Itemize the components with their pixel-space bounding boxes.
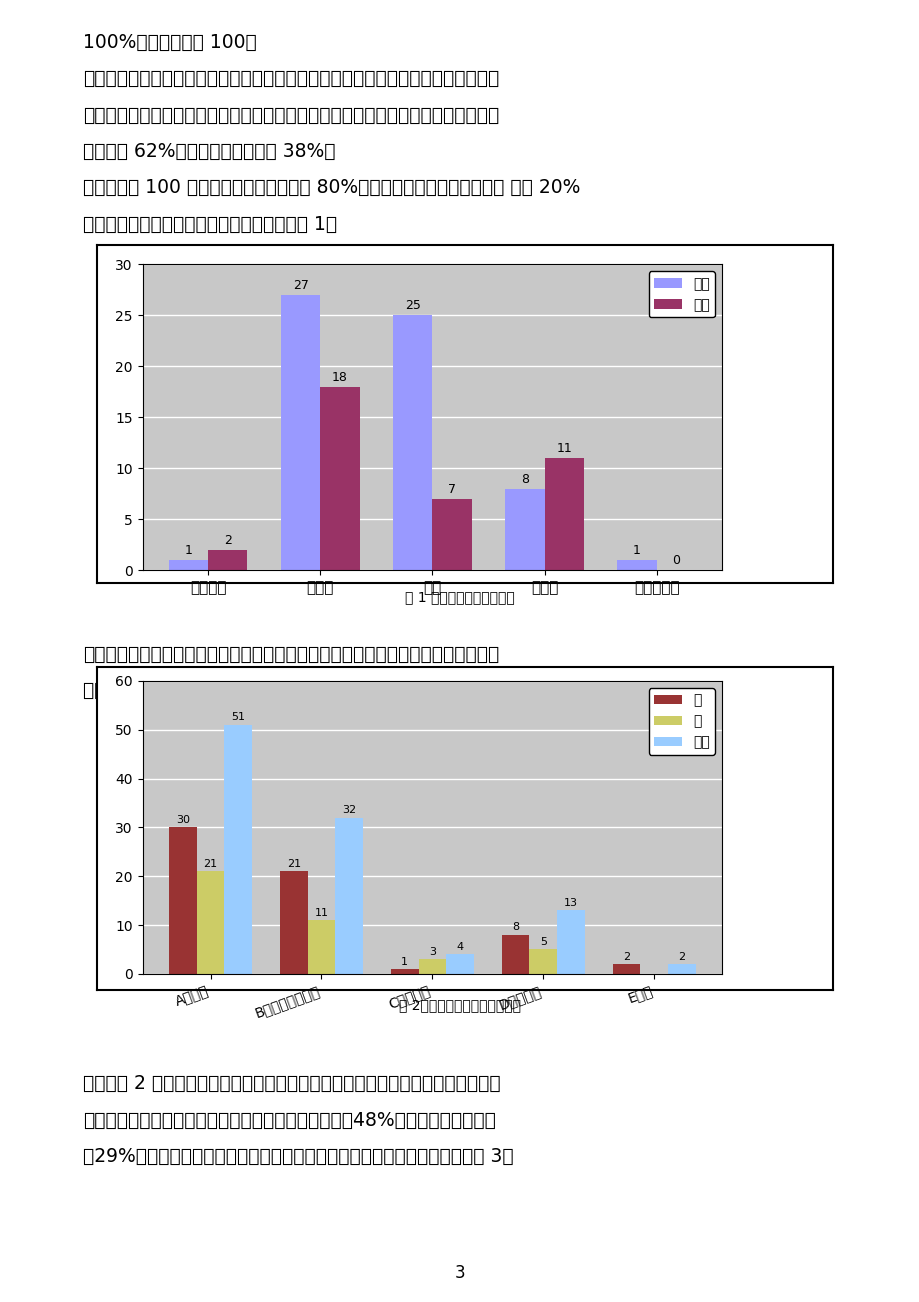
Text: 8: 8	[512, 922, 518, 932]
Text: （29%）。其中鱼饲料、固体垃圾等也对观音湖的水有不同程度的影响。（图 3）: （29%）。其中鱼饲料、固体垃圾等也对观音湖的水有不同程度的影响。（图 3）	[83, 1147, 513, 1167]
Legend: 男生, 女生: 男生, 女生	[648, 271, 714, 318]
Bar	[544, 458, 584, 570]
Text: 图 2、校园环境主要的环境问题: 图 2、校园环境主要的环境问题	[399, 999, 520, 1013]
Text: 1: 1	[185, 544, 192, 557]
Text: 18: 18	[332, 371, 347, 384]
Text: 通过对 100 位人员的问卷调查，发现 80%的人员对校园环境现状满意。 只有 20%: 通过对 100 位人员的问卷调查，发现 80%的人员对校园环境现状满意。 只有 …	[83, 178, 580, 198]
Text: 11: 11	[556, 441, 572, 454]
Text: 8: 8	[520, 473, 528, 486]
Bar	[224, 725, 252, 974]
Bar	[617, 560, 656, 570]
Bar	[391, 969, 418, 974]
Text: 1: 1	[632, 544, 641, 557]
Text: 通过进一步的调查发现，大多数的人认为水污染是影响校园环境的主要原因，其: 通过进一步的调查发现，大多数的人认为水污染是影响校园环境的主要原因，其	[83, 644, 498, 664]
Bar	[667, 963, 695, 974]
Text: 境问题。造成观音湖水污染的主要原因是实验室废液（48%），其次是生活废水: 境问题。造成观音湖水污染的主要原因是实验室废液（48%），其次是生活废水	[83, 1111, 495, 1130]
Bar	[307, 921, 335, 974]
Bar	[612, 963, 640, 974]
Text: 21: 21	[287, 859, 301, 868]
Bar	[505, 488, 544, 570]
Text: 27: 27	[292, 279, 308, 292]
Bar	[557, 910, 584, 974]
Text: 51: 51	[231, 712, 245, 723]
Text: 4: 4	[456, 941, 463, 952]
Bar	[197, 871, 224, 974]
Text: 21: 21	[203, 859, 218, 868]
Bar	[169, 560, 208, 570]
Text: 25: 25	[404, 299, 420, 312]
Bar	[446, 954, 473, 974]
Text: 0: 0	[672, 555, 679, 568]
Text: 7: 7	[448, 483, 456, 496]
Bar	[335, 818, 363, 974]
Bar	[320, 387, 359, 570]
Text: 比较大有 62%，女生所占的比例为 38%。: 比较大有 62%，女生所占的比例为 38%。	[83, 142, 335, 161]
Bar	[280, 296, 320, 570]
Text: 问卷调查结果分析主要以学生为主。由于随机性，此次调查的人员，男生所占的比例: 问卷调查结果分析主要以学生为主。由于随机性，此次调查的人员，男生所占的比例	[83, 105, 498, 125]
Text: 32: 32	[342, 805, 356, 815]
Legend: 男, 女, 总数: 男, 女, 总数	[648, 687, 714, 755]
Bar	[418, 960, 446, 974]
Text: 次的固体废弃物、噪声、空气。（图 2）: 次的固体废弃物、噪声、空气。（图 2）	[83, 681, 291, 700]
Text: 图 1 校园环境现状满意程度: 图 1 校园环境现状满意程度	[404, 590, 515, 604]
Text: 100%，问卷容量为 100。: 100%，问卷容量为 100。	[83, 33, 256, 52]
Text: 调查对象有学生、教师、行政人员等，由于校园以学生为主要群体，因此此次的: 调查对象有学生、教师、行政人员等，由于校园以学生为主要群体，因此此次的	[83, 69, 498, 89]
Text: 2: 2	[677, 952, 685, 962]
Text: 3: 3	[454, 1264, 465, 1282]
Bar	[208, 549, 247, 570]
Bar	[279, 871, 307, 974]
Text: 5: 5	[539, 937, 546, 947]
Text: 30: 30	[176, 815, 189, 825]
Text: 3: 3	[428, 947, 436, 957]
Text: 2: 2	[223, 534, 232, 547]
Text: 的人员对校园不满意或者非常不满意。（如图 1）: 的人员对校园不满意或者非常不满意。（如图 1）	[83, 215, 336, 234]
Bar	[501, 935, 529, 974]
Bar	[169, 828, 197, 974]
Text: 13: 13	[563, 898, 577, 907]
Bar	[392, 315, 432, 570]
Text: 11: 11	[314, 907, 328, 918]
Bar	[529, 949, 557, 974]
Text: 从图 2 中我们可以看出水污染和固体废弃物的污染已经成为了农大的的主要环: 从图 2 中我们可以看出水污染和固体废弃物的污染已经成为了农大的的主要环	[83, 1074, 500, 1094]
Text: 1: 1	[401, 957, 408, 966]
Bar	[432, 499, 471, 570]
Text: 2: 2	[622, 952, 630, 962]
